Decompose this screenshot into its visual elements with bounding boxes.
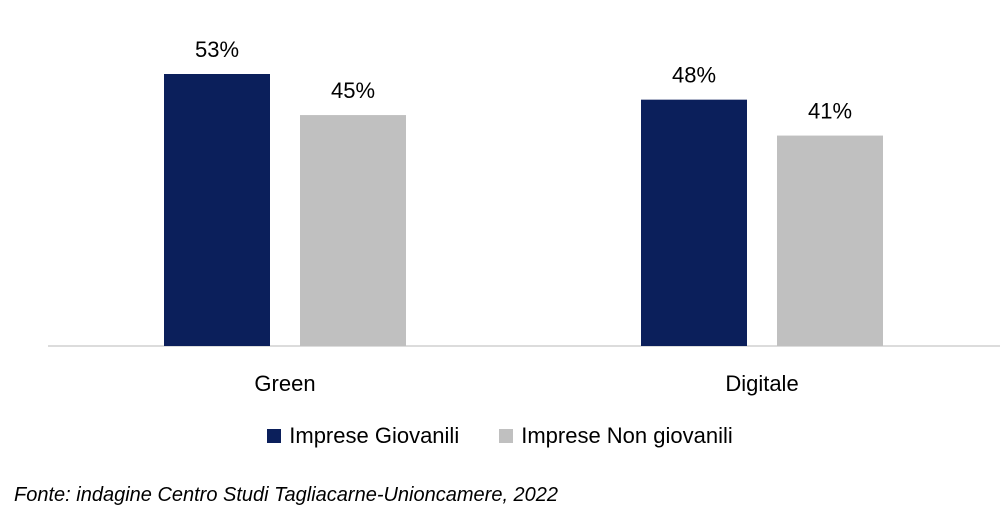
source-note: Fonte: indagine Centro Studi Tagliacarne…: [14, 484, 559, 506]
category-label-digitale: Digitale: [725, 371, 798, 396]
bars-group: [164, 74, 883, 347]
category-labels-group: Green Digitale: [254, 371, 798, 396]
legend: Imprese Giovanili Imprese Non giovanili: [0, 423, 1000, 449]
legend-swatch-non-giovanili: [499, 429, 514, 443]
data-label-green-imprese-non-giovanili: 45%: [331, 78, 375, 103]
bar-labels-group: 53% 45% 48% 41%: [195, 37, 852, 124]
bar-digitale-imprese-non-giovanili: [777, 135, 883, 346]
legend-item-giovanili: Imprese Giovanili: [267, 423, 459, 449]
bar-green-imprese-non-giovanili: [300, 115, 406, 346]
legend-item-non-giovanili: Imprese Non giovanili: [499, 423, 733, 449]
bar-digitale-imprese-giovanili: [641, 99, 747, 347]
data-label-digitale-imprese-non-giovanili: 41%: [808, 99, 852, 124]
bar-chart: 53% 45% 48% 41% Green Digitale: [48, 37, 1000, 396]
category-label-green: Green: [254, 371, 315, 396]
data-label-digitale-imprese-giovanili: 48%: [672, 63, 716, 88]
legend-swatch-giovanili: [267, 429, 282, 443]
bar-green-imprese-giovanili: [164, 74, 270, 346]
data-label-green-imprese-giovanili: 53%: [195, 37, 239, 62]
legend-label-giovanili: Imprese Giovanili: [289, 423, 460, 448]
legend-label-non-giovanili: Imprese Non giovanili: [521, 423, 733, 448]
